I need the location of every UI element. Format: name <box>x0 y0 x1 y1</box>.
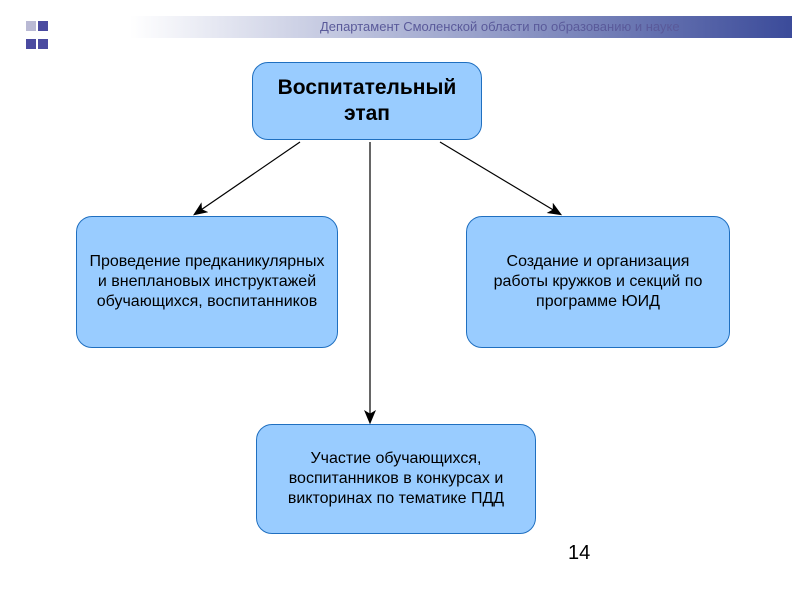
node-bottom: Участие обучающихся, воспитанников в кон… <box>256 424 536 534</box>
page-number: 14 <box>568 542 590 565</box>
header-title: Департамент Смоленской области по образо… <box>320 19 680 34</box>
header-bullet-tl <box>26 21 36 31</box>
header-bullet-tr <box>38 21 48 31</box>
node-right: Создание и организация работы кружков и … <box>466 216 730 348</box>
arrow-to-left <box>195 142 300 214</box>
node-left: Проведение предканикулярных и внеплановы… <box>76 216 338 348</box>
header-bar: Департамент Смоленской области по образо… <box>0 16 800 38</box>
node-top: Воспитательный этап <box>252 62 482 140</box>
arrow-to-right <box>440 142 560 214</box>
node-bottom-label: Участие обучающихся, воспитанников в кон… <box>269 449 523 509</box>
header-bullet-bl <box>26 39 36 49</box>
header-bullet-group <box>26 18 50 54</box>
node-top-label: Воспитательный этап <box>265 75 469 128</box>
header-bullet-br <box>38 39 48 49</box>
node-right-label: Создание и организация работы кружков и … <box>479 252 717 312</box>
node-left-label: Проведение предканикулярных и внеплановы… <box>89 252 325 312</box>
